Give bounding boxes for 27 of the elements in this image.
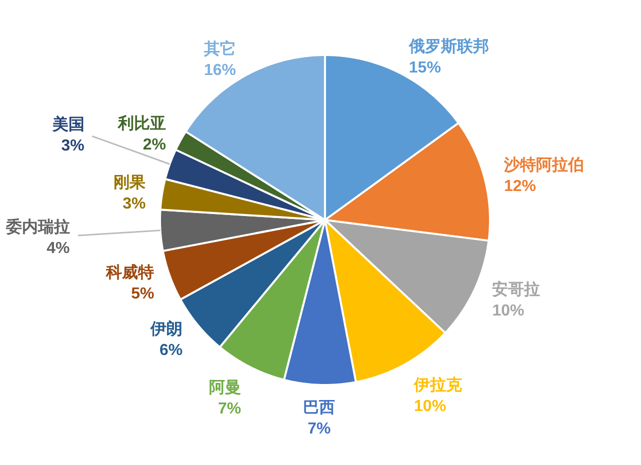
data-label: 12%: [504, 178, 536, 196]
pie-slice: [324, 54, 460, 221]
data-label: 6%: [159, 342, 183, 359]
slice: 其它 16%: [184, 41, 326, 221]
slice-label: 刚果: [114, 174, 147, 192]
data-label: 10%: [492, 302, 524, 320]
slice-label: 阿曼: [209, 380, 242, 397]
data-label: 4%: [46, 240, 70, 258]
data-label: 3%: [61, 137, 84, 154]
data-label: 15%: [408, 59, 441, 76]
data-label: 5%: [131, 285, 154, 302]
data-label: 7%: [308, 420, 331, 438]
slice-label: 安哥拉: [492, 280, 540, 299]
slice-label: 委内瑞拉: [4, 218, 70, 236]
data-label: 3%: [122, 196, 146, 213]
slice-label: 美国: [51, 114, 84, 134]
slice-label: 利比亚: [116, 114, 166, 133]
data-label: 7%: [218, 400, 242, 418]
slice-label: 沙特阿拉伯: [502, 156, 584, 174]
slice-label: 伊朗: [150, 318, 183, 338]
slice-label: 伊拉克: [413, 376, 464, 394]
slice-label: 巴西: [303, 400, 336, 417]
data-label: 2%: [142, 136, 166, 154]
slice-label: 其它: [202, 39, 236, 58]
slice-label: 俄罗斯联邦: [408, 37, 489, 56]
data-label: 16%: [204, 62, 236, 80]
data-label: 10%: [414, 398, 446, 415]
